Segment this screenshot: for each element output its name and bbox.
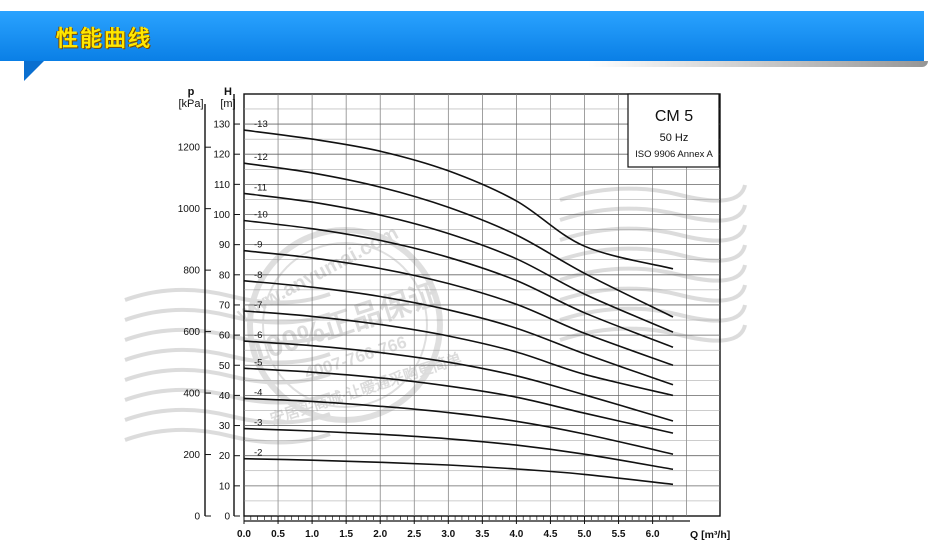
pressure-tick-label: 800 bbox=[183, 266, 200, 277]
x-tick-label: 1.5 bbox=[339, 529, 353, 540]
watermark-wave-left bbox=[124, 307, 331, 325]
model-info-box: CM 5 50 Hz ISO 9906 Annex A bbox=[627, 93, 720, 168]
pressure-tick-label: 1200 bbox=[178, 143, 201, 154]
watermark: www.anyumai.com 100%正品保证 4007-766-766 安居… bbox=[124, 184, 747, 445]
x-tick-label: 1.0 bbox=[305, 529, 319, 540]
series-label: -6 bbox=[254, 330, 262, 341]
series-line-stage8 bbox=[243, 280, 674, 386]
head-tick-label: 100 bbox=[213, 210, 230, 221]
head-tick-label: 70 bbox=[219, 300, 231, 311]
section-header-bar: 性能曲线 bbox=[0, 11, 928, 67]
series-line-stage9 bbox=[243, 249, 674, 367]
model-frequency: 50 Hz bbox=[660, 132, 689, 144]
model-name: CM 5 bbox=[655, 108, 693, 125]
x-tick-label: 5.0 bbox=[578, 529, 592, 540]
chart-series: -2 -3 -4 -5 -6 -7 -8 -9 -10 -11 -12 -13 bbox=[243, 119, 674, 486]
head-tick-label: 40 bbox=[219, 391, 231, 402]
series-line-stage2 bbox=[243, 457, 674, 486]
head-tick-label: 0 bbox=[224, 512, 230, 523]
head-tick-label: 90 bbox=[219, 240, 231, 251]
axis-unit-labels: p [kPa] H [m] Q [m³/h] bbox=[178, 86, 730, 541]
series-line-stage5 bbox=[243, 367, 674, 434]
pressure-tick-label: 600 bbox=[183, 327, 200, 338]
watermark-wave-left bbox=[124, 427, 331, 445]
head-tick-label: 20 bbox=[219, 451, 231, 462]
x-tick-label: 3.0 bbox=[441, 529, 455, 540]
pressure-tick-label: 400 bbox=[183, 389, 200, 400]
head-tick-label: 50 bbox=[219, 361, 231, 372]
x-tick-label: 0.0 bbox=[237, 529, 251, 540]
pressure-tick-label: 200 bbox=[183, 450, 200, 461]
series-line-stage6 bbox=[243, 340, 674, 422]
x-tick-label: 2.0 bbox=[373, 529, 387, 540]
series-line-stage4 bbox=[243, 397, 674, 455]
watermark-wave-left bbox=[124, 287, 331, 305]
series-line-stage13 bbox=[243, 129, 674, 270]
model-standard: ISO 9906 Annex A bbox=[635, 149, 713, 160]
series-label: -5 bbox=[254, 357, 262, 368]
pressure-axis-symbol: p bbox=[188, 86, 195, 98]
x-tick-label: 0.5 bbox=[271, 529, 285, 540]
head-tick-label: 60 bbox=[219, 331, 231, 342]
watermark-wave-left bbox=[124, 407, 331, 425]
watermark-waves bbox=[124, 184, 747, 445]
series-label: -4 bbox=[254, 387, 262, 398]
series-line-stage10 bbox=[243, 219, 674, 348]
x-tick-label: 5.5 bbox=[612, 529, 626, 540]
section-title: 性能曲线 bbox=[56, 27, 153, 52]
watermark-wave-right bbox=[559, 304, 747, 323]
head-axis-symbol: H bbox=[224, 86, 232, 98]
chart-grid bbox=[243, 93, 721, 517]
watermark-wave-right bbox=[559, 224, 747, 243]
series-label: -3 bbox=[254, 418, 262, 429]
pressure-tick-label: 0 bbox=[194, 512, 200, 523]
watermark-wave-left bbox=[124, 347, 331, 365]
series-label: -8 bbox=[254, 270, 262, 281]
head-tick-label: 80 bbox=[219, 270, 231, 281]
head-axis-unit: [m] bbox=[220, 98, 235, 110]
chart-axes: 0 10 20 30 40 50 60 70 80 90 100 110 120 130 0 200 400 60… bbox=[178, 94, 690, 540]
series-label: -11 bbox=[254, 182, 267, 193]
head-tick-label: 110 bbox=[214, 180, 230, 191]
series-line-stage12 bbox=[243, 162, 674, 318]
watermark-wave-right bbox=[559, 184, 747, 203]
watermark-wave-right bbox=[559, 284, 747, 303]
series-line-stage11 bbox=[243, 192, 674, 333]
x-tick-label: 4.5 bbox=[543, 529, 557, 540]
watermark-wave-right bbox=[559, 324, 747, 343]
watermark-wave-right bbox=[559, 204, 747, 223]
pressure-axis-unit: [kPa] bbox=[178, 98, 203, 110]
watermark-wave-left bbox=[124, 367, 331, 385]
head-tick-label: 10 bbox=[219, 481, 231, 492]
pressure-tick-label: 1000 bbox=[178, 204, 201, 215]
series-line-stage7 bbox=[243, 310, 674, 397]
series-label: -9 bbox=[254, 240, 262, 251]
x-tick-label: 3.5 bbox=[475, 529, 489, 540]
head-tick-label: 130 bbox=[213, 120, 230, 131]
x-tick-label: 4.0 bbox=[509, 529, 523, 540]
x-tick-label: 2.5 bbox=[407, 529, 421, 540]
series-label: -13 bbox=[254, 119, 268, 130]
watermark-wave-left bbox=[124, 327, 331, 345]
head-tick-label: 120 bbox=[213, 150, 230, 161]
x-axis-label: Q [m³/h] bbox=[690, 529, 730, 541]
series-label: -10 bbox=[254, 210, 268, 221]
header-corner-tab bbox=[24, 61, 44, 81]
head-tick-label: 30 bbox=[219, 421, 231, 432]
series-label: -2 bbox=[254, 448, 262, 459]
series-line-stage3 bbox=[243, 427, 674, 471]
series-label: -7 bbox=[254, 300, 262, 311]
watermark-wave-right bbox=[559, 244, 747, 263]
watermark-wave-right bbox=[559, 264, 747, 283]
series-label: -12 bbox=[254, 152, 268, 163]
x-tick-label: 6.0 bbox=[646, 529, 660, 540]
